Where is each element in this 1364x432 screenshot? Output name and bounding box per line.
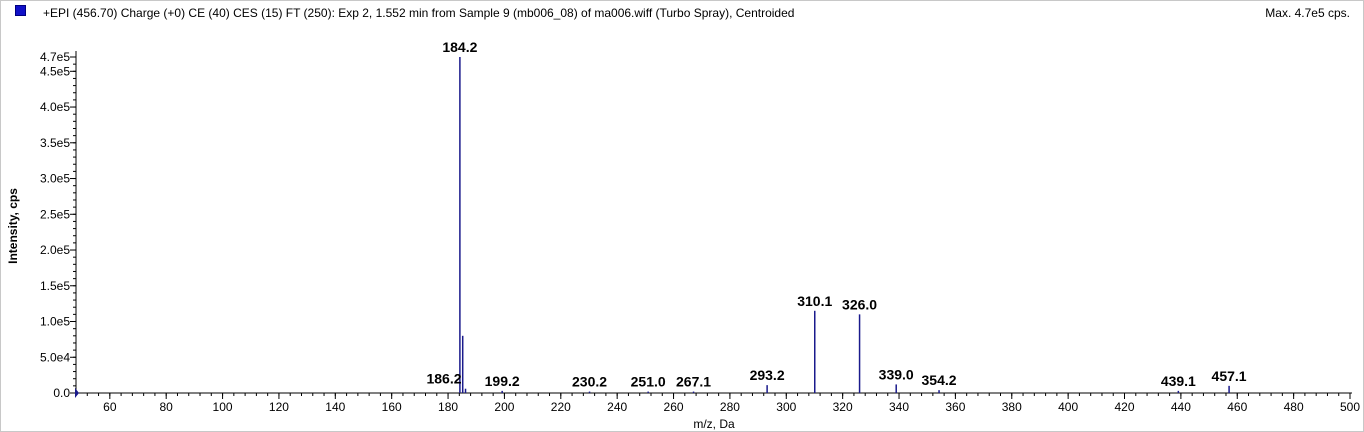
y-tick-label: 4.0e5 bbox=[40, 100, 70, 114]
peak-label: 184.2 bbox=[442, 39, 477, 55]
x-tick-label: 220 bbox=[551, 400, 571, 414]
y-tick-label: 5.0e4 bbox=[40, 350, 70, 364]
peak-label: 293.2 bbox=[750, 367, 785, 383]
x-axis-title: m/z, Da bbox=[693, 417, 735, 431]
x-tick-label: 500 bbox=[1340, 400, 1360, 414]
y-tick-label: 1.5e5 bbox=[40, 279, 70, 293]
x-tick-label: 260 bbox=[664, 400, 684, 414]
x-tick-label: 340 bbox=[889, 400, 909, 414]
y-tick-label: 2.0e5 bbox=[40, 243, 70, 257]
y-tick-label: 2.5e5 bbox=[40, 207, 70, 221]
peak-label: 339.0 bbox=[879, 366, 914, 382]
peak-label: 439.1 bbox=[1161, 373, 1196, 389]
y-tick-label: 1.0e5 bbox=[40, 315, 70, 329]
max-intensity-label: Max. 4.7e5 cps. bbox=[1265, 6, 1350, 20]
peak-label: 354.2 bbox=[922, 372, 957, 388]
peak-label: 310.1 bbox=[797, 293, 832, 309]
x-tick-label: 380 bbox=[1002, 400, 1022, 414]
peak-labels: 184.2 186.2 199.2 230.2 251.0 267.1 293.2 310.1… bbox=[426, 39, 1246, 390]
x-tick-label: 420 bbox=[1114, 400, 1134, 414]
x-tick-label: 440 bbox=[1171, 400, 1191, 414]
peak-label: 199.2 bbox=[485, 373, 520, 389]
axes: 60 80 100 120 140 160 180 200 220 240 260 280 300 320… bbox=[40, 50, 1360, 414]
series-swatch bbox=[15, 5, 26, 16]
x-tick-label: 180 bbox=[438, 400, 458, 414]
x-tick-label: 460 bbox=[1227, 400, 1247, 414]
x-tick-label: 480 bbox=[1284, 400, 1304, 414]
x-tick-label: 280 bbox=[720, 400, 740, 414]
x-tick-label: 60 bbox=[103, 400, 117, 414]
peak-label: 326.0 bbox=[842, 296, 877, 312]
peak-bars bbox=[459, 57, 1230, 393]
x-tick-label: 100 bbox=[213, 400, 233, 414]
x-tick-label: 200 bbox=[494, 400, 514, 414]
origin-marker bbox=[75, 388, 79, 398]
peak-label: 457.1 bbox=[1212, 368, 1247, 384]
peak-label: 230.2 bbox=[572, 374, 607, 390]
x-tick-label: 160 bbox=[382, 400, 402, 414]
x-tick-label: 120 bbox=[269, 400, 289, 414]
x-tick-label: 140 bbox=[325, 400, 345, 414]
x-tick-label: 320 bbox=[833, 400, 853, 414]
x-tick-label: 360 bbox=[945, 400, 965, 414]
y-axis-title: Intensity, cps bbox=[6, 188, 20, 264]
x-tick-label: 400 bbox=[1058, 400, 1078, 414]
y-tick-label: 4.5e5 bbox=[40, 64, 70, 78]
peak-label: 251.0 bbox=[631, 374, 666, 390]
y-tick-label: 0.0 bbox=[53, 386, 70, 400]
peak-label: 267.1 bbox=[676, 374, 711, 390]
peak-label: 186.2 bbox=[426, 371, 461, 387]
chart-title: +EPI (456.70) Charge (+0) CE (40) CES (1… bbox=[43, 6, 795, 20]
y-tick-label: 3.5e5 bbox=[40, 136, 70, 150]
y-tick-label: 4.7e5 bbox=[40, 50, 70, 64]
x-tick-label: 240 bbox=[607, 400, 627, 414]
x-tick-label: 300 bbox=[776, 400, 796, 414]
x-tick-label: 80 bbox=[160, 400, 174, 414]
y-tick-label: 3.0e5 bbox=[40, 172, 70, 186]
